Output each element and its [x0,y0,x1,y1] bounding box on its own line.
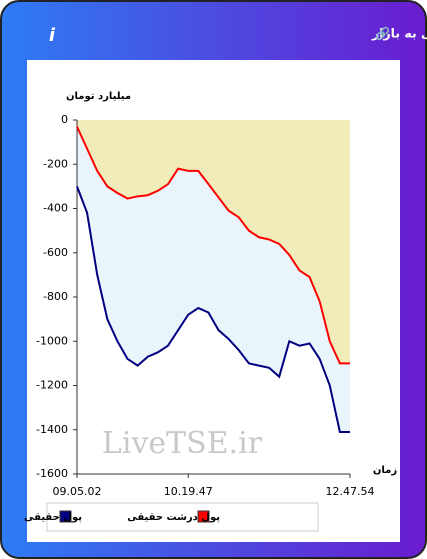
y-tick-label: -1200 [36,379,68,392]
y-tick-label: 0 [61,113,68,126]
x-tick-label: 12.47.54 [326,485,375,498]
legend-label: پول درشت حقیقی [127,512,220,523]
y-tick-label: -400 [43,202,68,215]
series-line [76,126,350,365]
legend-swatch [197,510,210,523]
area-fill [77,126,350,432]
series-line [76,186,350,433]
x-tick-label: 10.19.47 [164,485,213,498]
y-tick-label: -800 [43,290,68,303]
x-tick-label: 09.05.02 [53,485,102,498]
y-tick-label: -600 [43,246,68,259]
legend-box [46,502,319,532]
legend-label: پول حقیقی [24,512,82,523]
y-axis-label: میلیارد تومان [66,91,131,102]
legend-swatch [59,510,72,523]
y-tick-label: -1400 [36,423,68,436]
y-tick-label: -200 [43,157,68,170]
x-axis-label: زمان [373,465,397,476]
y-tick-label: -1000 [36,334,68,347]
watermark: LiveTSE.ir [102,426,263,461]
info-icon[interactable]: i [49,25,56,46]
chart-title: برآیند ورود و خروج پول حقیقی و پول درشت … [371,26,427,41]
area-fill [77,120,350,364]
y-tick-label: -1600 [36,467,68,480]
share-icon[interactable]: 🔗 [375,26,390,41]
